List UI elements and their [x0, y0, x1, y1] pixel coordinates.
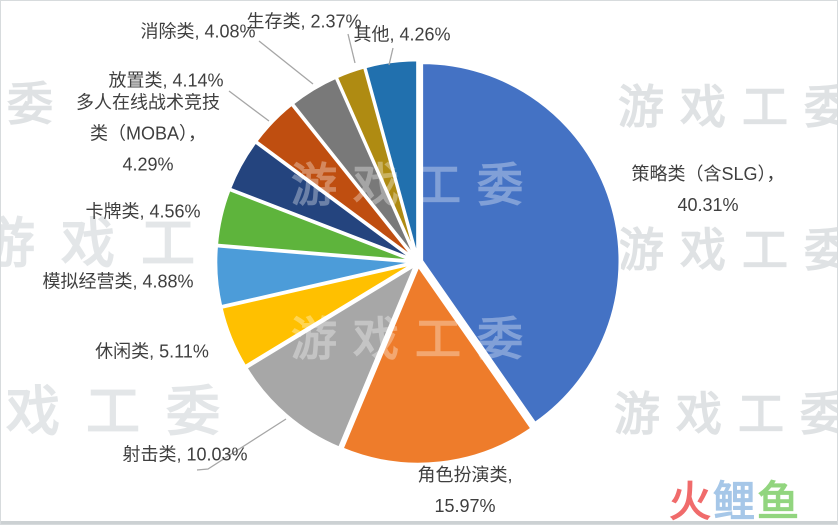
label-leader-line: [347, 33, 356, 64]
screenshot-bottom-border: [1, 521, 837, 524]
pie-slice-0: [420, 61, 622, 425]
pie-slice-10: [363, 58, 419, 260]
logo-char-huo: 火: [669, 478, 714, 525]
huliyu-logo: 火鲤鱼: [669, 481, 801, 523]
label-leader-line: [258, 40, 314, 85]
label-leader-line: [196, 418, 287, 471]
logo-char-yu: 鱼: [757, 478, 802, 525]
logo-char-li: 鲤: [713, 478, 758, 525]
label-leader-line: [388, 47, 394, 66]
pie-slice-1: [341, 264, 533, 466]
pie-slice-2: [244, 263, 417, 450]
label-leader-line: [228, 90, 270, 122]
